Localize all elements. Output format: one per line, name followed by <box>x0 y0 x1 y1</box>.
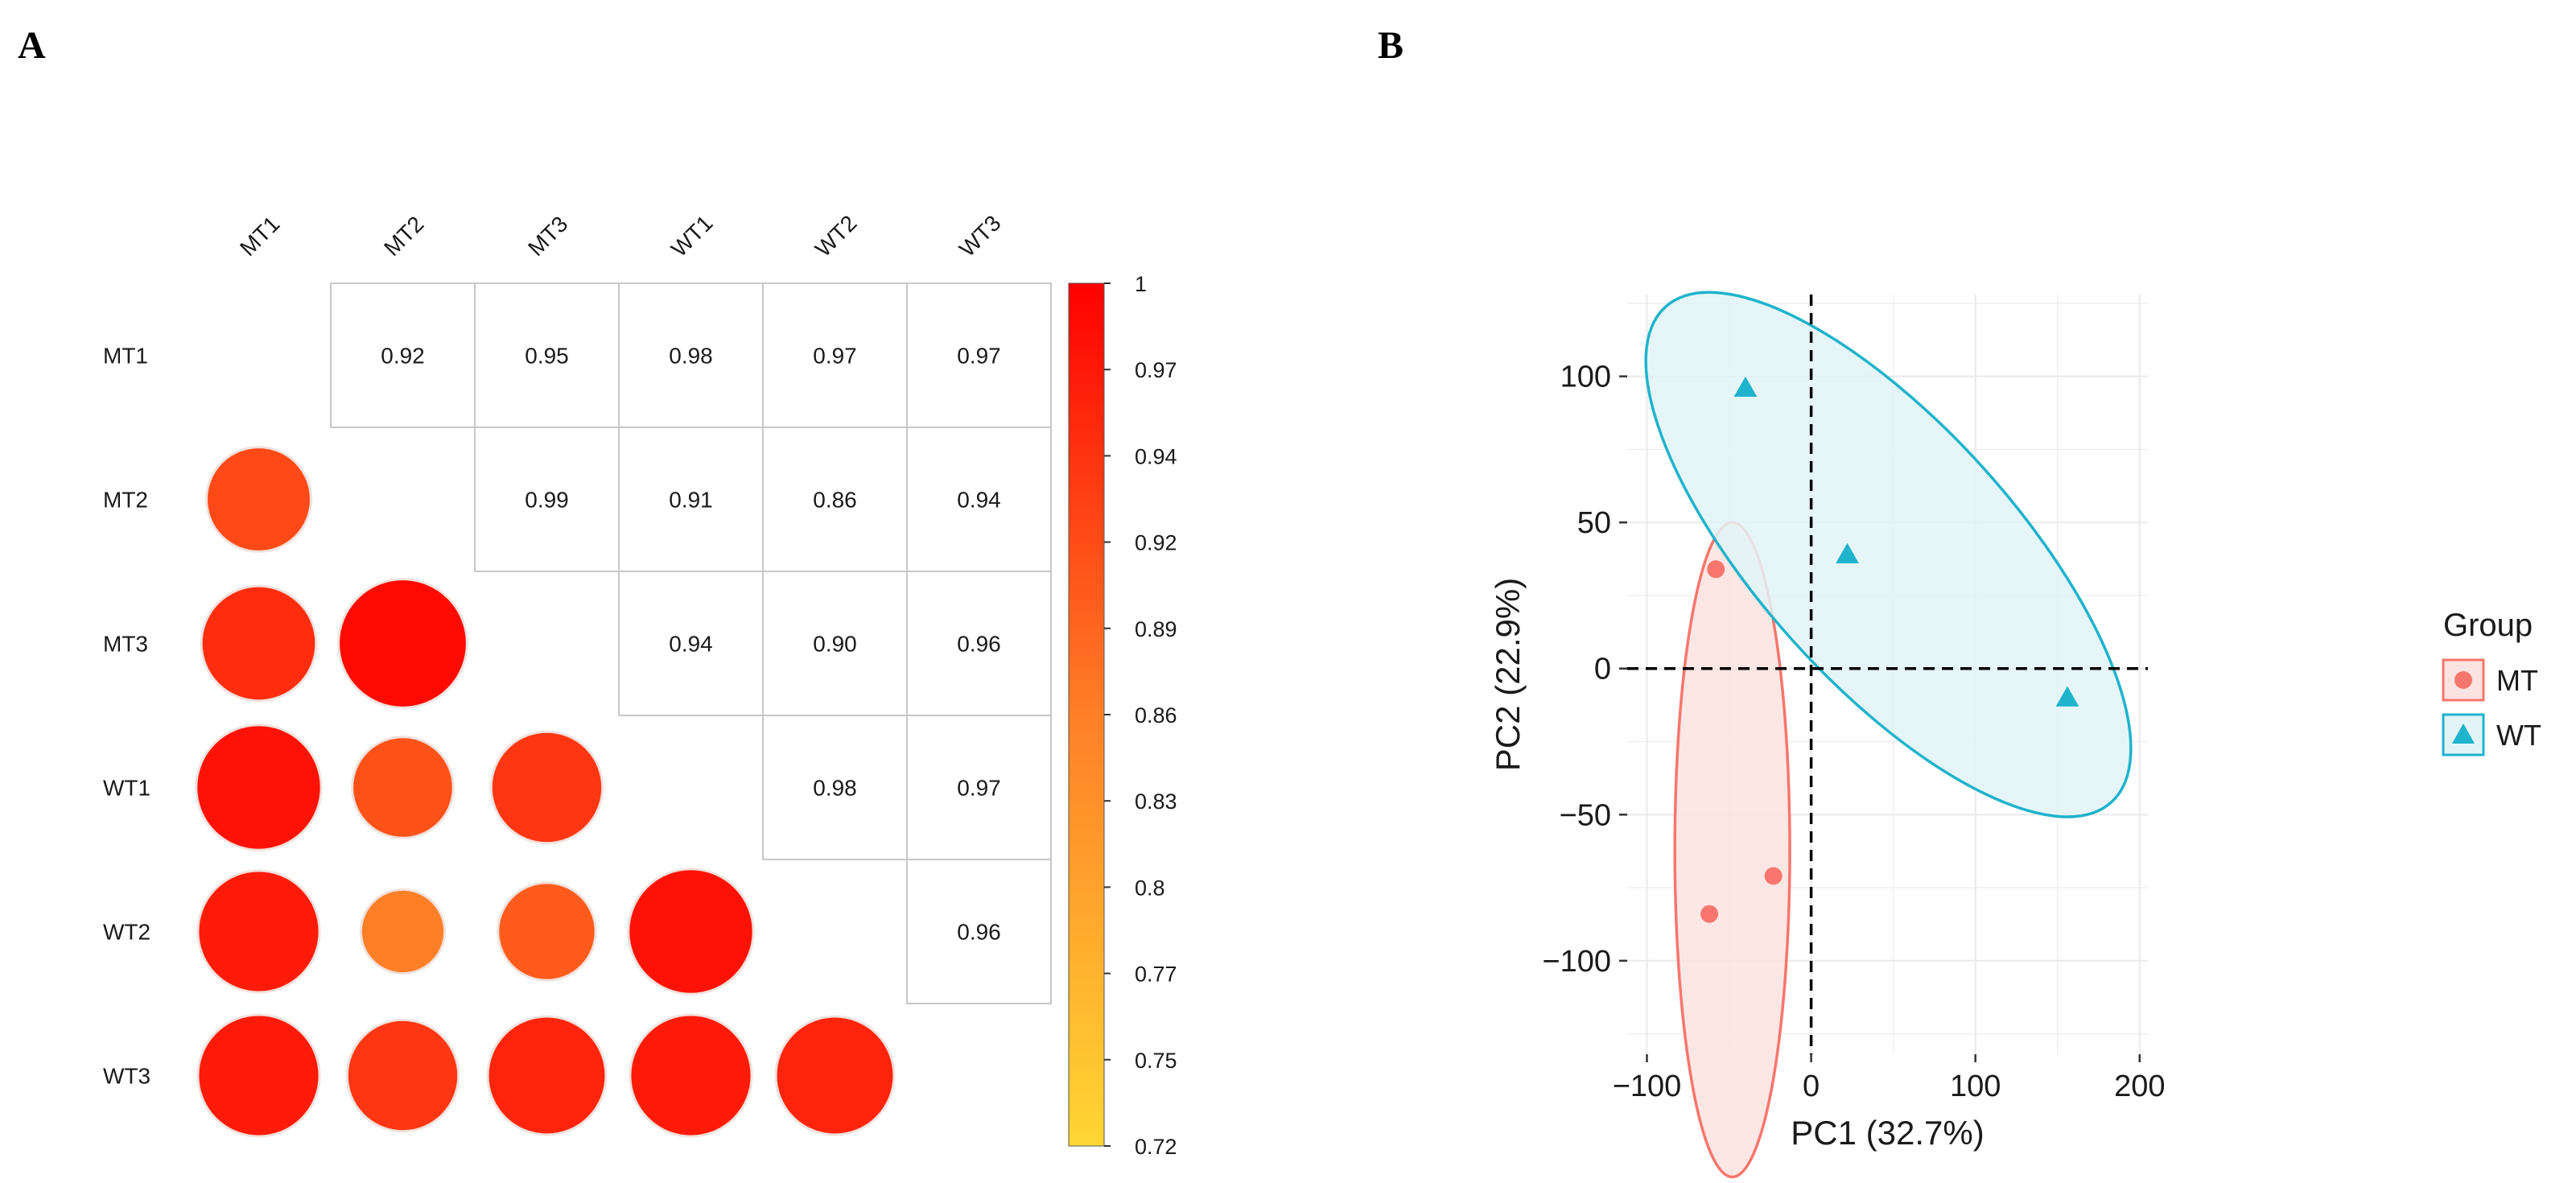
colorbar: 1 0.97 0.94 0.92 0.89 0.86 0.83 0.8 0.77 0.75 0.72 <box>1068 272 1177 1159</box>
x-tick-label: 200 <box>2114 1070 2165 1103</box>
x-axis-title: PC1 (32.7%) <box>1791 1114 1984 1152</box>
circle-wt1-mt2 <box>351 736 455 839</box>
column-label-wt3: WT3 <box>954 210 1006 262</box>
colorbar-tick-label: 0.75 <box>1135 1049 1177 1073</box>
x-tick-label: −100 <box>1613 1070 1682 1103</box>
pca-scatter-plot: −100 0 100 200 −100 −50 0 50 100 PC1 (32.7%) PC2 (… <box>1489 291 2165 1179</box>
row-label-wt3: WT3 <box>103 1064 150 1089</box>
point-mt <box>1700 905 1719 923</box>
correlation-value: 0.97 <box>957 776 1001 801</box>
circle-wt3-wt2 <box>774 1015 896 1136</box>
circle-wt1-mt3 <box>489 730 604 845</box>
row-label-wt1: WT1 <box>103 776 150 801</box>
correlation-value: 0.96 <box>957 920 1001 945</box>
correlation-value: 0.99 <box>525 488 569 513</box>
colorbar-tick-label: 0.97 <box>1135 358 1177 382</box>
y-tick-label: 100 <box>1560 361 1611 394</box>
circle-mt2-mt1 <box>205 446 312 553</box>
correlation-value: 0.86 <box>813 488 857 513</box>
colorbar-tick-label: 0.8 <box>1135 876 1165 900</box>
point-mt <box>1707 560 1725 579</box>
circle-wt2-wt1 <box>627 868 755 995</box>
circle-wt3-mt3 <box>486 1015 608 1136</box>
correlation-value: 0.95 <box>525 344 569 369</box>
correlation-value: 0.92 <box>381 344 425 369</box>
y-axis-title: PC2 (22.9%) <box>1489 578 1527 771</box>
colorbar-tick-label: 0.94 <box>1135 444 1177 468</box>
column-label-wt2: WT2 <box>810 210 862 262</box>
colorbar-tick-label: 0.92 <box>1135 531 1177 555</box>
cell-wt2-wt3 <box>906 859 1052 1004</box>
colorbar-tick-label: 0.89 <box>1135 617 1177 641</box>
circle-wt3-mt1 <box>196 1013 321 1138</box>
row-label-mt1: MT1 <box>103 344 148 369</box>
correlation-value: 0.97 <box>957 344 1001 369</box>
row-label-mt3: MT3 <box>103 632 148 657</box>
row-label-wt2: WT2 <box>103 920 150 945</box>
point-mt <box>1764 867 1783 885</box>
legend-marker-mt <box>2454 671 2472 689</box>
legend-title: Group <box>2443 608 2533 643</box>
colorbar-tick-label: 0.77 <box>1135 962 1177 987</box>
point-wt <box>2055 686 2079 707</box>
y-tick-label: 50 <box>1577 506 1611 540</box>
panel-label-a: A <box>18 24 46 67</box>
column-label-mt3: MT3 <box>523 212 573 262</box>
x-tick-label: 100 <box>1950 1070 2001 1103</box>
colorbar-gradient <box>1068 282 1105 1147</box>
colorbar-tick-label: 0.72 <box>1135 1135 1177 1159</box>
circle-wt3-mt2 <box>345 1018 460 1133</box>
column-label-wt1: WT1 <box>666 210 718 262</box>
colorbar-tick-label: 1 <box>1135 272 1147 296</box>
group-legend: Group MT WT <box>2442 608 2541 756</box>
confidence-ellipse-mt <box>1673 521 1791 1179</box>
circle-wt2-mt2 <box>359 888 447 975</box>
correlation-value: 0.91 <box>669 488 713 513</box>
colorbar-tick-label: 0.86 <box>1135 703 1177 728</box>
y-tick-label: −100 <box>1542 945 1611 979</box>
circle-wt3-wt1 <box>629 1013 753 1138</box>
circle-wt2-mt1 <box>196 869 321 994</box>
correlation-value: 0.94 <box>669 632 713 657</box>
correlation-value: 0.90 <box>813 632 857 657</box>
column-label-mt2: MT2 <box>379 212 429 262</box>
correlation-heatmap: MT1 MT2 MT3 WT1 WT2 WT3 MT1 MT2 MT3 WT1 WT2 WT3 0.92… <box>103 210 1052 1138</box>
y-tick-label: −50 <box>1560 798 1611 832</box>
legend-label-wt: WT <box>2496 719 2541 752</box>
point-wt <box>1836 542 1859 563</box>
circle-mt3-mt2 <box>337 578 468 709</box>
y-tick-label: 0 <box>1594 653 1611 686</box>
circle-mt3-mt1 <box>200 584 318 703</box>
legend-marker-wt <box>2452 723 2475 744</box>
correlation-value: 0.98 <box>813 776 857 801</box>
correlation-value: 0.94 <box>957 488 1001 513</box>
point-wt <box>1733 376 1758 397</box>
legend-label-mt: MT <box>2496 664 2538 697</box>
row-label-mt2: MT2 <box>103 488 148 513</box>
panel-label-b: B <box>1378 24 1403 67</box>
circle-wt1-mt1 <box>195 723 323 851</box>
column-label-mt1: MT1 <box>235 212 285 262</box>
correlation-value: 0.97 <box>813 344 857 369</box>
confidence-ellipse-wt <box>1644 291 2133 818</box>
correlation-value: 0.98 <box>669 344 713 369</box>
x-tick-label: 0 <box>1803 1070 1820 1103</box>
circle-wt2-mt3 <box>497 881 597 982</box>
colorbar-tick-label: 0.83 <box>1135 789 1177 814</box>
correlation-value: 0.96 <box>957 632 1001 657</box>
